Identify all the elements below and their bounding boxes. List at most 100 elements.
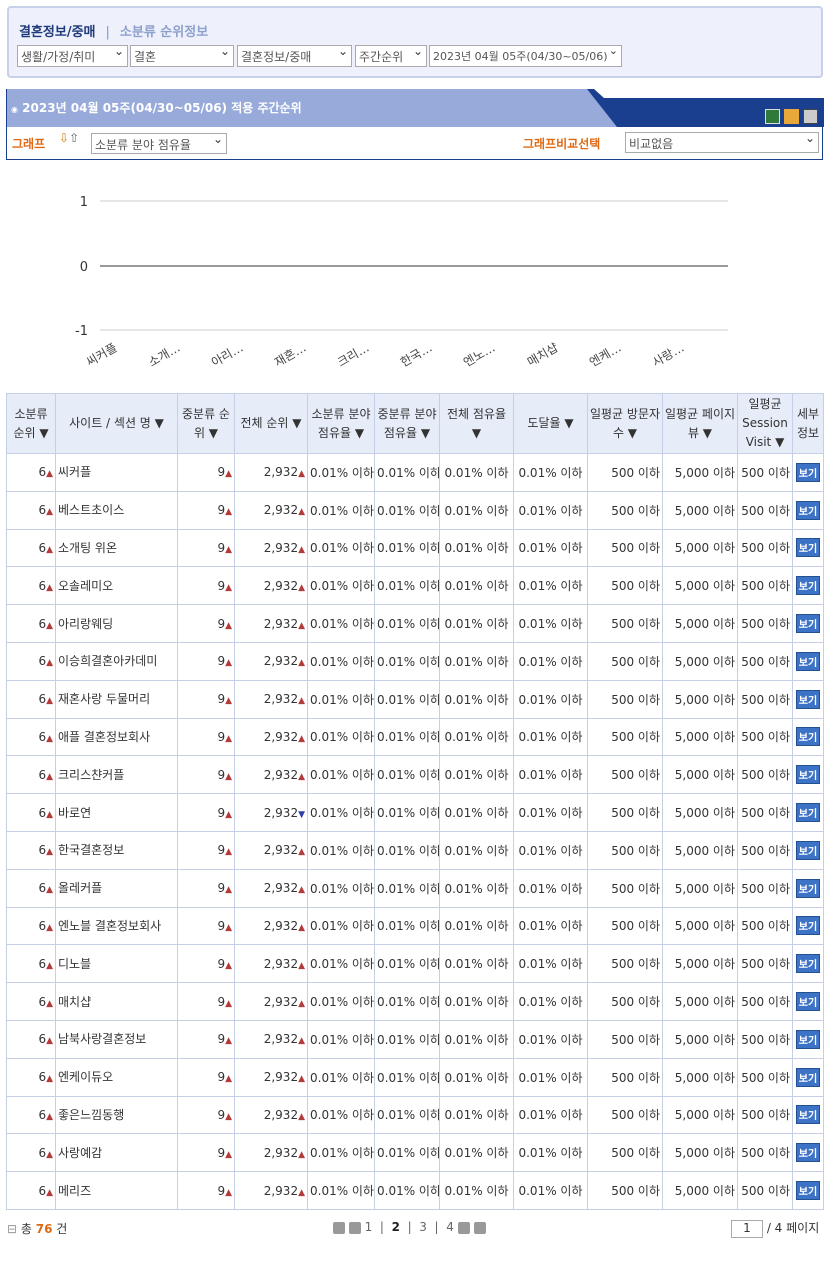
site-name[interactable]: 오솔레미오 (55, 566, 178, 606)
detail-button[interactable]: 보기 (795, 727, 821, 747)
week-select[interactable]: 2023년 04월 05주(04/30~05/06) (429, 45, 622, 67)
excel-icon[interactable] (765, 109, 780, 124)
first-page-icon[interactable] (333, 1221, 345, 1234)
site-name[interactable]: 남북사랑결혼정보 (55, 1019, 178, 1059)
column-header[interactable]: 중분류 순위 ▼ (177, 393, 235, 454)
site-name[interactable]: 디노블 (55, 944, 178, 984)
sort-arrows-icon[interactable]: ⇩⇧ (59, 131, 80, 145)
filter-bar: 결혼정보/중매 | 소분류 순위정보 생활/가정/취미 결혼 결혼정보/중매 주간순… (7, 6, 823, 78)
mid-share: 0.01% 이하 (374, 679, 440, 719)
column-header[interactable]: 사이트 / 섹션 명 ▼ (55, 393, 178, 454)
last-page-icon[interactable] (473, 1221, 486, 1234)
site-name[interactable]: 소개팅 위온 (55, 528, 178, 568)
mid-share: 0.01% 이하 (374, 1133, 440, 1173)
site-name[interactable]: 좋은느낌동행 (55, 1095, 178, 1135)
print-icon[interactable] (803, 109, 818, 124)
overall-share: 0.01% 이하 (439, 868, 514, 908)
page-3[interactable]: 3 (419, 1220, 427, 1234)
detail-button[interactable]: 보기 (795, 1067, 821, 1087)
column-header[interactable]: 소분류 순위 ▼ (6, 393, 56, 454)
category-select[interactable]: 생활/가정/취미 (17, 45, 128, 67)
trend-up-icon: ▲ (298, 1074, 305, 1085)
site-name[interactable]: 올레커플 (55, 868, 178, 908)
small-share: 0.01% 이하 (307, 755, 375, 795)
small-rank: 6▲ (6, 793, 56, 832)
trend-up-icon: ▲ (46, 658, 53, 669)
small-category-select[interactable]: 결혼정보/중매 (237, 45, 352, 67)
column-header[interactable]: 도달율 ▼ (513, 393, 588, 454)
column-header[interactable]: 중분류 분야 점유율 ▼ (374, 393, 440, 454)
site-name[interactable]: 엔케이듀오 (55, 1057, 178, 1097)
site-name[interactable]: 한국결혼정보 (55, 830, 178, 870)
column-header[interactable]: 일평균 페이지 뷰 ▼ (662, 393, 738, 454)
reach-rate: 0.01% 이하 (513, 982, 588, 1021)
compare-select[interactable]: 비교없음 (625, 132, 819, 153)
detail-button[interactable]: 보기 (795, 689, 821, 709)
detail-button[interactable]: 보기 (795, 1143, 821, 1163)
x-tick-label: 한국… (398, 340, 435, 369)
page-4[interactable]: 4 (446, 1220, 454, 1234)
trend-up-icon: ▲ (225, 544, 232, 555)
period-type-select[interactable]: 주간순위 (355, 45, 427, 67)
breadcrumb: 결혼정보/중매 | 소분류 순위정보 (19, 21, 208, 40)
small-share: 0.01% 이하 (307, 982, 375, 1021)
detail-button[interactable]: 보기 (795, 992, 821, 1012)
page-input[interactable]: 1 (731, 1220, 763, 1238)
reach-rate: 0.01% 이하 (513, 679, 588, 719)
detail-button[interactable]: 보기 (795, 803, 821, 823)
folder-icon[interactable] (784, 109, 799, 124)
site-name[interactable]: 이승희결혼아카데미 (55, 641, 178, 681)
detail-button[interactable]: 보기 (795, 1181, 821, 1201)
site-name[interactable]: 크리스챤커플 (55, 755, 178, 795)
graph-metric-select[interactable]: 소분류 분야 점유율 (91, 133, 227, 154)
site-name[interactable]: 베스트초이스 (55, 490, 178, 530)
detail-button[interactable]: 보기 (795, 651, 821, 671)
page-2[interactable]: 2 (391, 1220, 400, 1234)
detail-button[interactable]: 보기 (795, 878, 821, 898)
column-header[interactable]: 전체 점유율 ▼ (439, 393, 514, 454)
detail-button[interactable]: 보기 (795, 462, 821, 482)
site-name[interactable]: 애플 결혼정보회사 (55, 717, 178, 757)
detail-button[interactable]: 보기 (795, 765, 821, 785)
site-name[interactable]: 매치샵 (55, 982, 178, 1021)
overall-share: 0.01% 이하 (439, 490, 514, 530)
detail-button[interactable]: 보기 (795, 1029, 821, 1049)
detail-button[interactable]: 보기 (795, 576, 821, 596)
prev-page-icon[interactable] (348, 1221, 361, 1234)
daily-sessions: 500 이하 (737, 566, 793, 606)
column-header[interactable]: 소분류 분야 점유율 ▼ (307, 393, 375, 454)
site-name[interactable]: 사랑예감 (55, 1133, 178, 1173)
daily-visitors: 500 이하 (587, 868, 663, 908)
small-rank: 6▲ (6, 755, 56, 795)
breadcrumb-sub[interactable]: 소분류 순위정보 (119, 25, 209, 40)
daily-pageviews: 5,000 이하 (662, 679, 738, 719)
detail-button[interactable]: 보기 (795, 954, 821, 974)
site-name[interactable]: 바로연 (55, 793, 178, 832)
site-name[interactable]: 아리랑웨딩 (55, 604, 178, 643)
site-name[interactable]: 씨커플 (55, 453, 178, 492)
site-name[interactable]: 메리즈 (55, 1171, 178, 1210)
site-name[interactable]: 엔노블 결혼정보회사 (55, 906, 178, 946)
column-header[interactable]: 일평균 Session Visit ▼ (737, 393, 793, 454)
detail-button[interactable]: 보기 (795, 840, 821, 860)
overall-rank: 2,932▲ (234, 906, 308, 946)
small-rank: 6▲ (6, 982, 56, 1021)
detail-button[interactable]: 보기 (795, 916, 821, 936)
subcategory-select[interactable]: 결혼 (130, 45, 234, 67)
trend-up-icon: ▲ (225, 469, 232, 480)
detail-button[interactable]: 보기 (795, 1105, 821, 1125)
small-share: 0.01% 이하 (307, 830, 375, 870)
table-row: 6▲ 크리스챤커플 9▲ 2,932▲ 0.01% 이하 0.01% 이하 0.… (6, 755, 824, 795)
next-page-icon[interactable] (457, 1221, 470, 1234)
detail-button[interactable]: 보기 (795, 614, 821, 634)
column-header[interactable]: 전체 순위 ▼ (234, 393, 308, 454)
page-1[interactable]: 1 (364, 1220, 373, 1234)
overall-share: 0.01% 이하 (439, 982, 514, 1021)
column-header[interactable]: 일평균 방문자 수 ▼ (587, 393, 663, 454)
detail-button[interactable]: 보기 (795, 500, 821, 520)
overall-rank: 2,932▲ (234, 528, 308, 568)
site-name[interactable]: 재혼사랑 두물머리 (55, 679, 178, 719)
detail-button[interactable]: 보기 (795, 538, 821, 558)
table-row: 6▲ 애플 결혼정보회사 9▲ 2,932▲ 0.01% 이하 0.01% 이하… (6, 717, 824, 757)
panel-title: ◉ 2023년 04월 05주(04/30~05/06) 적용 주간순위 (11, 101, 302, 115)
